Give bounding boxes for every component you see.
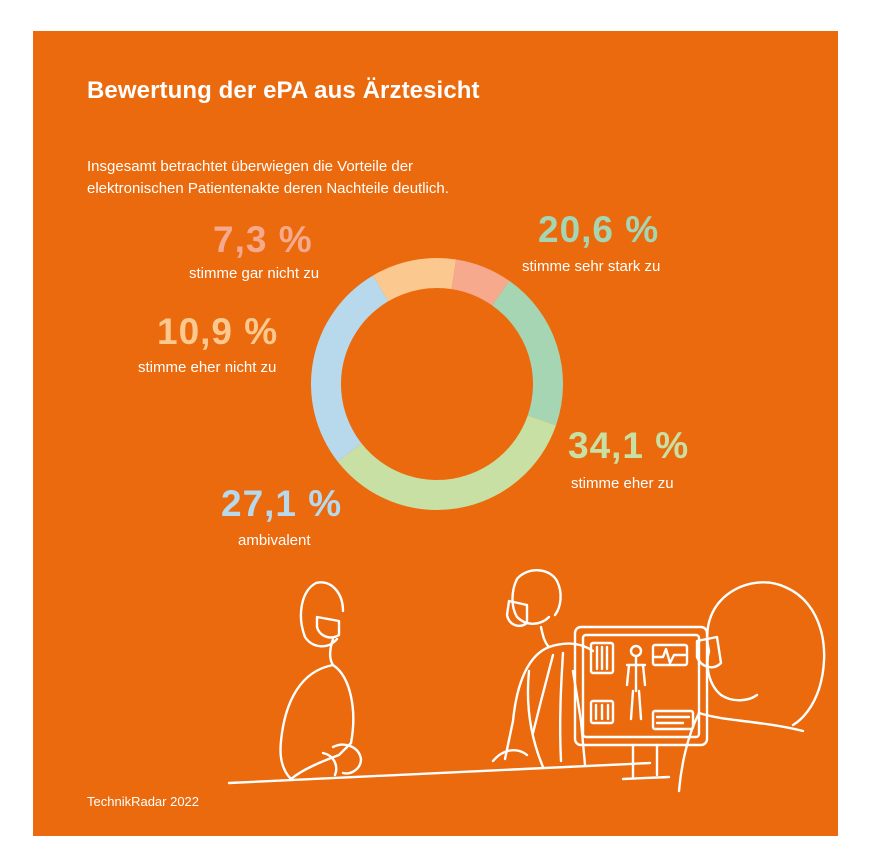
doctor-figure xyxy=(491,569,595,769)
subtitle-line-2: elektronischen Patientenakte deren Nacht… xyxy=(87,180,449,197)
subtitle: Insgesamt betrachtet überwiegen die Vort… xyxy=(87,156,449,200)
donut-slice-ambivalent xyxy=(310,275,389,462)
monitor-illustration xyxy=(573,625,709,781)
category-label-stimme-eher-nicht-zu: stimme eher nicht zu xyxy=(138,359,277,376)
value-label-stimme-eher-zu: 34,1 % xyxy=(568,425,690,466)
category-label-ambivalent: ambivalent xyxy=(238,532,311,549)
donut-slice-stimme-sehr-stark-zu xyxy=(492,280,563,426)
value-label-stimme-sehr-stark-zu: 20,6 % xyxy=(538,209,660,250)
page-title: Bewertung der ePA aus Ärztesicht xyxy=(87,77,480,104)
donut-slice-stimme-gar-nicht-zu xyxy=(451,259,510,306)
woman-foreground-figure xyxy=(677,581,826,793)
value-label-ambivalent: 27,1 % xyxy=(221,483,343,524)
subtitle-line-1: Insgesamt betrachtet überwiegen die Vort… xyxy=(87,158,414,175)
patient-figure xyxy=(279,581,363,781)
source-footer: TechnikRadar 2022 xyxy=(87,794,200,809)
category-label-stimme-gar-nicht-zu: stimme gar nicht zu xyxy=(189,265,320,282)
donut-slice-stimme-eher-zu xyxy=(337,415,557,511)
donut-slice-stimme-eher-nicht-zu xyxy=(373,258,457,302)
doctor-patient-illustration xyxy=(227,569,826,793)
category-label-stimme-sehr-stark-zu: stimme sehr stark zu xyxy=(522,258,661,275)
table-line xyxy=(227,761,652,785)
value-label-stimme-eher-nicht-zu: 10,9 % xyxy=(157,311,279,352)
donut-chart xyxy=(310,258,563,511)
infographic-panel: Bewertung der ePA aus Ärztesicht Insgesa… xyxy=(33,31,838,836)
category-label-stimme-eher-zu: stimme eher zu xyxy=(571,475,674,492)
value-label-stimme-gar-nicht-zu: 7,3 % xyxy=(213,219,313,260)
